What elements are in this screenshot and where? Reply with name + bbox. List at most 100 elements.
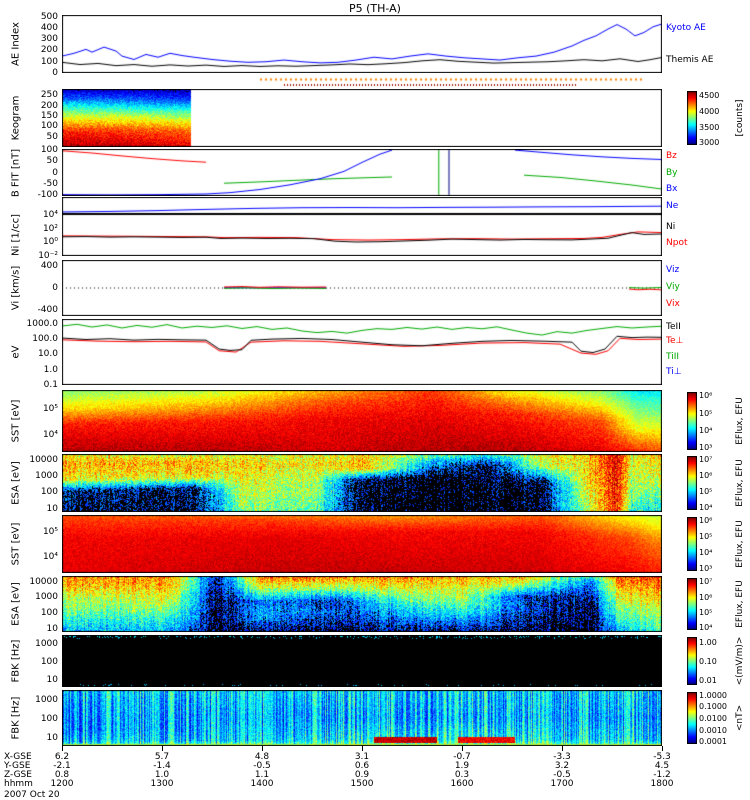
sst_i-ytick: 10⁴: [42, 429, 58, 440]
sst_i-colorbar-tick: 10⁶: [699, 391, 713, 401]
time-tick-label: 1600: [450, 779, 474, 789]
temp-ytick: 1000.0: [26, 318, 59, 329]
bfit-ytick: -100: [37, 189, 58, 200]
ni-series-label: Npot: [666, 238, 688, 249]
sst_e-colorbar-tick: 10⁵: [699, 532, 713, 542]
temp-series-label: Te⊥: [666, 336, 684, 347]
ae-ytick: 500: [40, 11, 58, 22]
keogram-colorbar-tick: 4500: [699, 91, 720, 101]
time-axis-tick: [662, 746, 663, 751]
panel-esa_e: [62, 576, 662, 632]
time-axis-tick: [362, 746, 363, 751]
fbk_e-ytick: 1000: [35, 639, 58, 650]
time-axis-tick: [262, 746, 263, 751]
fbk_e-colorbar-tick: 1.00: [699, 637, 717, 647]
fbk_e-colorbar-tick: 0.01: [699, 676, 717, 686]
fbk_e-ytick: 10: [46, 674, 58, 685]
ni-ytick: 10⁻²: [38, 250, 58, 261]
panel-ne: [62, 197, 662, 214]
ae-ytick: 100: [40, 56, 58, 67]
temp-ytick: 100.0: [32, 333, 58, 344]
esa_e-ytick: 100: [40, 607, 58, 618]
panel-vi: [62, 260, 662, 316]
axis-row-label: hhmm: [4, 779, 33, 789]
axis-coordinate-value: 4.5: [654, 761, 670, 771]
keogram-ytick: 100: [40, 121, 58, 132]
esa_e-ytick: 1000: [35, 592, 58, 603]
fbk_e-ytick: 100: [40, 657, 58, 668]
esa_i-colorbar-tick: 10⁴: [699, 502, 713, 512]
bfit-ytick: -50: [43, 178, 58, 189]
sst_e-ytick: 10⁴: [42, 551, 58, 562]
sst_e-colorbar-tick: 10⁶: [699, 516, 713, 526]
bfit-ytick: 0: [52, 167, 58, 178]
esa_i-colorbar-tick: 10⁵: [699, 487, 713, 497]
axis-coordinate-value: 1.9: [454, 761, 470, 771]
bfit-series-label: Bz: [666, 151, 677, 162]
esa_i-ytick: 100: [40, 487, 58, 498]
esa_e-colorbar-tick: 10⁶: [699, 592, 713, 602]
time-axis-tick: [62, 746, 63, 751]
esa_e-colorbar: [687, 578, 697, 630]
ni-ytick: 10⁰: [42, 237, 58, 248]
time-tick-label: 1400: [250, 779, 274, 789]
fbk_b-colorbar-tick: 0.0001: [699, 737, 727, 747]
keogram-ytick: 200: [40, 100, 58, 111]
keogram-colorbar-label: [counts]: [735, 99, 745, 137]
ae-ytick: 300: [40, 34, 58, 45]
panel-flags: [62, 76, 662, 88]
axis-coordinate-value: 3.1: [354, 752, 370, 762]
axis-coordinate-value: -1.2: [653, 770, 671, 780]
sst_e-colorbar-label: EFlux, EFU: [735, 520, 745, 568]
time-axis-tick: [162, 746, 163, 751]
axis-coordinate-value: 5.7: [154, 752, 170, 762]
axis-coordinate-value: 6.2: [54, 752, 70, 762]
bfit-ytick: 50: [46, 156, 58, 167]
sst_e-colorbar-tick: 10⁴: [699, 548, 713, 558]
panel-fbk_b: [62, 690, 662, 746]
temp-series-label: Ti⊥: [666, 366, 682, 377]
esa_i-colorbar-tick: 10⁶: [699, 471, 713, 481]
keogram-colorbar-tick: 3500: [699, 122, 720, 132]
esa_i-axis-label: ESA [eV]: [10, 461, 22, 505]
axis-coordinate-value: 0.6: [354, 761, 370, 771]
axis-coordinate-value: 0.9: [354, 770, 370, 780]
ne-series-label: Ne: [666, 200, 679, 211]
panel-temp: [62, 319, 662, 385]
vi-series-label: Viz: [666, 265, 680, 276]
axis-row-label: Y-GSE: [4, 761, 31, 771]
fbk_b-ytick: 1000: [35, 695, 58, 706]
ae-series-label: Themis AE: [666, 55, 714, 66]
sst_e-colorbar: [687, 517, 697, 571]
fbk_b-colorbar-tick: 0.0010: [699, 725, 727, 735]
panel-bfit: [62, 149, 662, 196]
ni-ytick: 10²: [42, 223, 58, 234]
axis-coordinate-value: -5.3: [653, 752, 671, 762]
fbk_b-colorbar-tick: 0.1000: [699, 702, 727, 712]
bfit-series-label: By: [666, 167, 678, 178]
fbk_b-colorbar: [687, 692, 697, 744]
sst_e-ytick: 10⁵: [42, 527, 58, 538]
temp-ytick: 10.0: [37, 349, 58, 360]
panel-sst_e: [62, 515, 662, 573]
panel-sst_i: [62, 390, 662, 452]
panel-fbk_e: [62, 635, 662, 687]
date-label: 2007 Oct 20: [4, 790, 60, 800]
esa_e-colorbar-label: EFlux, EFU: [735, 580, 745, 628]
sst_i-colorbar: [687, 392, 697, 450]
keogram-ytick: 50: [46, 131, 58, 142]
axis-coordinate-value: -1.4: [153, 761, 171, 771]
fbk_e-colorbar-label: <(mV/m)>: [735, 636, 745, 686]
fbk_b-colorbar-tick: 0.0100: [699, 714, 727, 723]
keogram-ytick: 250: [40, 90, 58, 101]
vi-series-label: Viy: [666, 281, 680, 292]
ae-ytick: 400: [40, 22, 58, 33]
fbk_b-ytick: 10: [46, 733, 58, 744]
vi-ytick: -400: [37, 305, 58, 316]
esa_i-ytick: 10000: [29, 454, 58, 465]
vi-ytick: 400: [40, 260, 58, 271]
panel-ni: [62, 214, 662, 256]
esa_e-ytick: 10000: [29, 576, 58, 587]
temp-ytick: 1.0: [43, 364, 58, 375]
